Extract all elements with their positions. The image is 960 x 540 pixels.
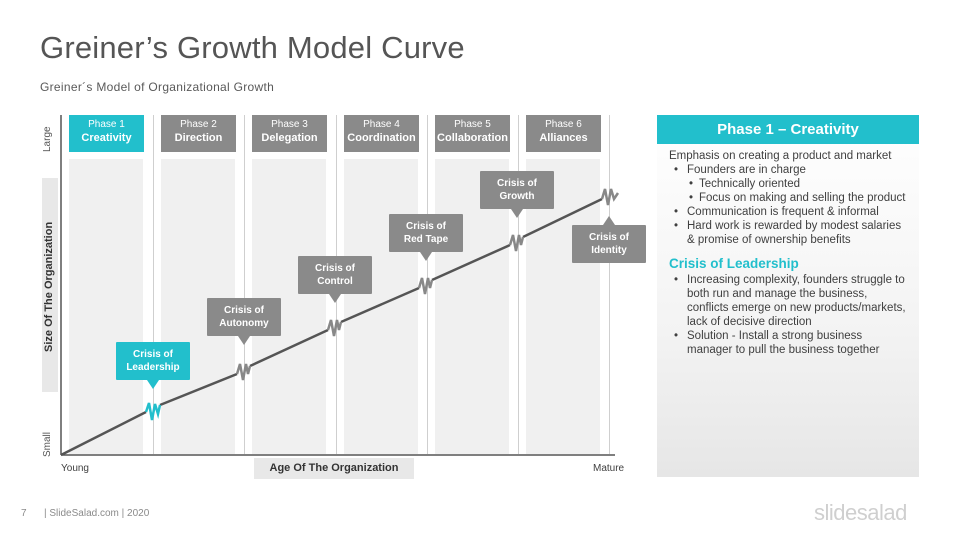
- footer-text: | SlideSalad.com | 2020: [44, 508, 150, 519]
- phase-name: Collaboration: [437, 131, 508, 144]
- crisis-line2: Growth: [499, 191, 535, 202]
- slide-title: Greiner’s Growth Model Curve: [40, 30, 465, 65]
- phase-divider: [609, 115, 610, 454]
- panel-crisis-list: Increasing complexity, founders struggle…: [669, 273, 907, 357]
- x-axis-right-label: Mature: [593, 463, 625, 474]
- phase-name: Creativity: [81, 131, 132, 144]
- crisis-line1: Crisis of: [132, 349, 173, 360]
- panel-bullet: Hard work is rewarded by modest salaries…: [674, 219, 907, 247]
- callout-pointer-5: [511, 209, 523, 218]
- page-number: 7: [21, 508, 27, 519]
- crisis-zigzag-5: [508, 234, 525, 252]
- crisis-callout-leadership: Crisis of Leadership: [116, 342, 190, 380]
- brand-logo: slidesalad: [814, 500, 907, 525]
- phase-header-1: Phase 1 Creativity: [69, 115, 144, 152]
- growth-curve-line: [60, 197, 603, 457]
- phase-detail-panel: Phase 1 – Creativity Emphasis on creatin…: [657, 115, 919, 477]
- panel-bullet-list: Founders are in charge Technically orien…: [669, 163, 907, 247]
- crisis-line2: Red Tape: [403, 234, 449, 245]
- panel-sub-bullet: Technically oriented: [689, 177, 907, 191]
- panel-sub-list: Technically oriented Focus on making and…: [687, 177, 907, 205]
- crisis-line2: Control: [317, 276, 353, 287]
- panel-bullet: Communication is frequent & informal: [674, 205, 907, 219]
- phase-label: Phase 2: [180, 119, 217, 130]
- panel-bullet: Founders are in charge Technically orien…: [674, 163, 907, 205]
- panel-crisis-bullet: Solution - Install a strong business man…: [674, 329, 907, 357]
- phase-header-6: Phase 6 Alliances: [526, 115, 601, 152]
- panel-crisis-bullet: Increasing complexity, founders struggle…: [674, 273, 907, 329]
- y-axis-title: Size Of The Organization: [42, 178, 58, 392]
- panel-header: Phase 1 – Creativity: [657, 115, 919, 144]
- crisis-line1: Crisis of: [405, 221, 446, 232]
- slide-subtitle: Greiner´s Model of Organizational Growth: [40, 80, 275, 94]
- crisis-line2: Autonomy: [219, 318, 269, 329]
- crisis-callout-growth: Crisis of Growth: [480, 171, 554, 209]
- callout-pointer-1: [147, 380, 159, 389]
- panel-lead-text: Emphasis on creating a product and marke…: [669, 150, 892, 162]
- panel-sub-bullet: Focus on making and selling the product: [689, 191, 907, 205]
- x-axis-title: Age Of The Organization: [254, 458, 414, 479]
- crisis-callout-red-tape: Crisis of Red Tape: [389, 214, 463, 252]
- phase-label: Phase 1: [88, 119, 125, 130]
- phase-name: Alliances: [539, 131, 588, 144]
- crisis-zigzag-3: [326, 319, 343, 337]
- phase-header-4: Phase 4 Coordination: [344, 115, 419, 152]
- phase-divider: [518, 115, 519, 454]
- phase-name: Direction: [174, 131, 223, 144]
- phase-header-5: Phase 5 Collaboration: [435, 115, 510, 152]
- panel-crisis-title: Crisis of Leadership: [669, 256, 799, 271]
- x-axis-left-label: Young: [61, 463, 89, 474]
- phase-column-bg: [344, 159, 418, 454]
- phase-label: Phase 4: [363, 119, 400, 130]
- phase-label: Phase 6: [545, 119, 582, 130]
- callout-pointer-4: [420, 252, 432, 261]
- crisis-zigzag-4: [417, 277, 434, 295]
- crisis-zigzag-6: [600, 188, 620, 206]
- crisis-callout-autonomy: Crisis of Autonomy: [207, 298, 281, 336]
- phase-header-3: Phase 3 Delegation: [252, 115, 327, 152]
- crisis-callout-control: Crisis of Control: [298, 256, 372, 294]
- crisis-zigzag-1: [144, 402, 162, 421]
- panel-body: Emphasis on creating a product and marke…: [657, 144, 919, 357]
- crisis-zigzag-2: [235, 363, 252, 381]
- crisis-callout-identity: Crisis of Identity: [572, 225, 646, 263]
- phase-divider: [153, 115, 154, 454]
- phase-divider: [244, 115, 245, 454]
- phase-label: Phase 3: [271, 119, 308, 130]
- phase-name: Coordination: [347, 131, 416, 144]
- phase-column-bg: [69, 159, 143, 454]
- crisis-line1: Crisis of: [314, 263, 355, 274]
- phase-name: Delegation: [261, 131, 318, 144]
- callout-pointer-6: [603, 216, 615, 225]
- crisis-line2: Leadership: [126, 362, 180, 373]
- crisis-line1: Crisis of: [223, 305, 264, 316]
- callout-pointer-2: [238, 336, 250, 345]
- phase-header-2: Phase 2 Direction: [161, 115, 236, 152]
- crisis-line1: Crisis of: [496, 178, 537, 189]
- crisis-line2: Identity: [591, 245, 627, 256]
- phase-label: Phase 5: [454, 119, 491, 130]
- crisis-line1: Crisis of: [588, 232, 629, 243]
- callout-pointer-3: [329, 294, 341, 303]
